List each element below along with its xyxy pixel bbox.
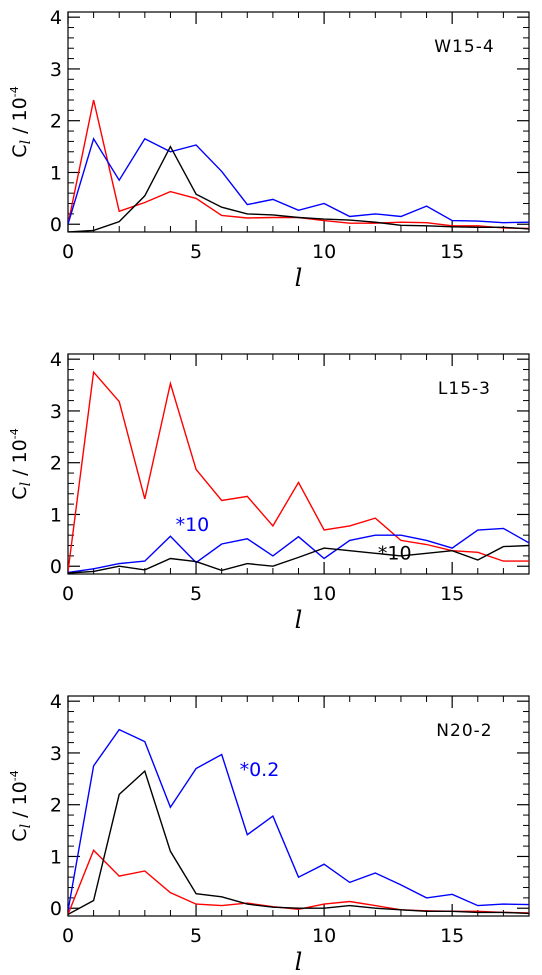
chart-panel-2: 0 5 10 15 0 1 2 3 4 L15-3 *10 *10 l Cl / 10-4 <box>8 349 530 634</box>
series-line-2 <box>68 728 529 911</box>
annotation-label: *10 <box>378 543 412 565</box>
plot-area <box>68 99 529 232</box>
y-tick-label: 3 <box>50 59 62 81</box>
series-line-3 <box>68 769 529 916</box>
x-tick-label: 5 <box>190 925 202 947</box>
series-line-3 <box>68 544 529 574</box>
x-axis-label: l <box>295 948 303 975</box>
x-tick-label: 15 <box>440 925 464 947</box>
x-tick-label: 10 <box>312 583 336 605</box>
series-line-1 <box>68 99 529 230</box>
annotation-label: *10 <box>176 514 210 536</box>
y-tick-label: 2 <box>50 795 62 817</box>
x-tick-label: 10 <box>312 925 336 947</box>
series-line-1 <box>68 849 529 915</box>
y-tick-label: 2 <box>50 111 62 133</box>
y-tick-label: 3 <box>50 401 62 423</box>
plot-area <box>68 370 529 574</box>
y-tick-label: 4 <box>50 691 62 713</box>
series-line-1 <box>68 370 529 572</box>
y-tick-label: 0 <box>50 556 62 578</box>
x-tick-label: 10 <box>312 241 336 263</box>
series-line-2 <box>68 137 529 225</box>
y-axis-label: Cl / 10-4 <box>8 86 34 157</box>
x-tick-label: 5 <box>190 583 202 605</box>
series-line-2 <box>68 527 529 574</box>
y-axis-label: Cl / 10-4 <box>8 428 34 499</box>
y-tick-label: 4 <box>50 349 62 371</box>
annotation-label: *0.2 <box>240 759 280 781</box>
x-axis-label: l <box>295 264 303 292</box>
panel-label: L15-3 <box>438 379 491 399</box>
chart-panel-3: 0 5 10 15 0 1 2 3 4 N20-2 *0.2 l Cl / 10-4 <box>8 691 530 975</box>
y-tick-label: 1 <box>50 162 62 184</box>
x-axis-label: l <box>295 606 303 634</box>
y-axis-label: Cl / 10-4 <box>8 770 34 841</box>
x-tick-label: 0 <box>62 583 74 605</box>
x-tick-label: 15 <box>440 583 464 605</box>
x-tick-label: 0 <box>62 241 74 263</box>
y-tick-label: 1 <box>50 846 62 868</box>
x-tick-label: 15 <box>440 241 464 263</box>
y-tick-label: 0 <box>50 214 62 236</box>
series-line-3 <box>68 145 529 232</box>
x-tick-label: 0 <box>62 925 74 947</box>
chart-panel-1: 0 5 10 15 0 1 2 3 4 W15-4 l Cl / 10-4 <box>8 7 530 292</box>
y-tick-label: 4 <box>50 7 62 29</box>
y-tick-label: 2 <box>50 453 62 475</box>
y-tick-label: 0 <box>50 898 62 920</box>
y-tick-label: 3 <box>50 743 62 765</box>
y-tick-label: 1 <box>50 504 62 526</box>
x-tick-label: 5 <box>190 241 202 263</box>
panel-label: W15-4 <box>434 37 494 57</box>
panel-label: N20-2 <box>436 721 492 741</box>
plot-area <box>68 728 529 916</box>
